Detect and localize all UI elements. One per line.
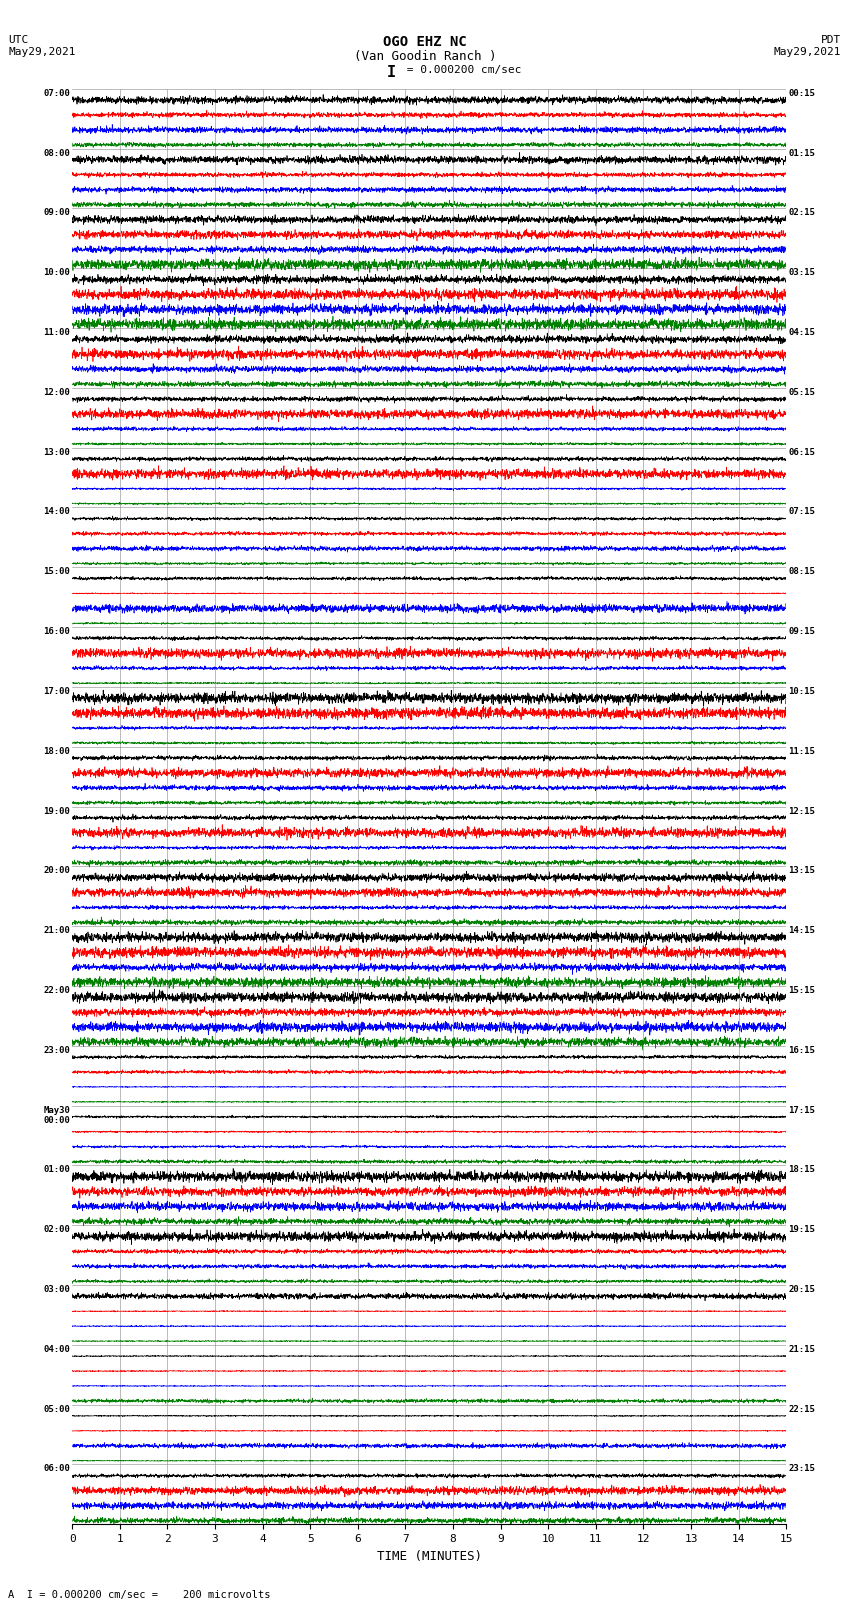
Text: 00:15: 00:15: [789, 89, 815, 98]
Text: 06:00: 06:00: [43, 1465, 70, 1473]
Text: 02:15: 02:15: [789, 208, 815, 218]
Text: 01:00: 01:00: [43, 1165, 70, 1174]
Text: 04:00: 04:00: [43, 1345, 70, 1353]
Text: 20:00: 20:00: [43, 866, 70, 876]
Text: 23:00: 23:00: [43, 1045, 70, 1055]
Text: 03:15: 03:15: [789, 268, 815, 277]
Text: (Van Goodin Ranch ): (Van Goodin Ranch ): [354, 50, 496, 63]
Text: 16:00: 16:00: [43, 627, 70, 636]
Text: 10:00: 10:00: [43, 268, 70, 277]
Text: 12:00: 12:00: [43, 387, 70, 397]
Text: 07:00: 07:00: [43, 89, 70, 98]
Text: 09:15: 09:15: [789, 627, 815, 636]
Text: 20:15: 20:15: [789, 1286, 815, 1294]
Text: PDT
May29,2021: PDT May29,2021: [774, 35, 842, 56]
Text: 05:15: 05:15: [789, 387, 815, 397]
Text: UTC
May29,2021: UTC May29,2021: [8, 35, 76, 56]
Text: 09:00: 09:00: [43, 208, 70, 218]
Text: 08:00: 08:00: [43, 148, 70, 158]
Text: I: I: [387, 65, 395, 79]
Text: 01:15: 01:15: [789, 148, 815, 158]
Text: 19:15: 19:15: [789, 1226, 815, 1234]
Text: A  I = 0.000200 cm/sec =    200 microvolts: A I = 0.000200 cm/sec = 200 microvolts: [8, 1590, 271, 1600]
Text: May30
00:00: May30 00:00: [43, 1105, 70, 1124]
Text: 17:00: 17:00: [43, 687, 70, 695]
Text: 22:00: 22:00: [43, 986, 70, 995]
Text: 10:15: 10:15: [789, 687, 815, 695]
Text: 19:00: 19:00: [43, 806, 70, 816]
Text: 16:15: 16:15: [789, 1045, 815, 1055]
Text: 14:15: 14:15: [789, 926, 815, 936]
Text: 07:15: 07:15: [789, 508, 815, 516]
Text: 14:00: 14:00: [43, 508, 70, 516]
Text: 13:00: 13:00: [43, 448, 70, 456]
Text: 18:15: 18:15: [789, 1165, 815, 1174]
Text: 02:00: 02:00: [43, 1226, 70, 1234]
Text: = 0.000200 cm/sec: = 0.000200 cm/sec: [400, 65, 521, 74]
Text: OGO EHZ NC: OGO EHZ NC: [383, 35, 467, 50]
Text: 15:15: 15:15: [789, 986, 815, 995]
Text: 12:15: 12:15: [789, 806, 815, 816]
Text: 04:15: 04:15: [789, 327, 815, 337]
Text: 17:15: 17:15: [789, 1105, 815, 1115]
Text: 06:15: 06:15: [789, 448, 815, 456]
Text: 18:00: 18:00: [43, 747, 70, 755]
Text: 08:15: 08:15: [789, 568, 815, 576]
Text: 11:00: 11:00: [43, 327, 70, 337]
Text: 22:15: 22:15: [789, 1405, 815, 1413]
Text: 11:15: 11:15: [789, 747, 815, 755]
Text: 21:00: 21:00: [43, 926, 70, 936]
Text: 23:15: 23:15: [789, 1465, 815, 1473]
Text: 03:00: 03:00: [43, 1286, 70, 1294]
X-axis label: TIME (MINUTES): TIME (MINUTES): [377, 1550, 482, 1563]
Text: 13:15: 13:15: [789, 866, 815, 876]
Text: 05:00: 05:00: [43, 1405, 70, 1413]
Text: 21:15: 21:15: [789, 1345, 815, 1353]
Text: 15:00: 15:00: [43, 568, 70, 576]
